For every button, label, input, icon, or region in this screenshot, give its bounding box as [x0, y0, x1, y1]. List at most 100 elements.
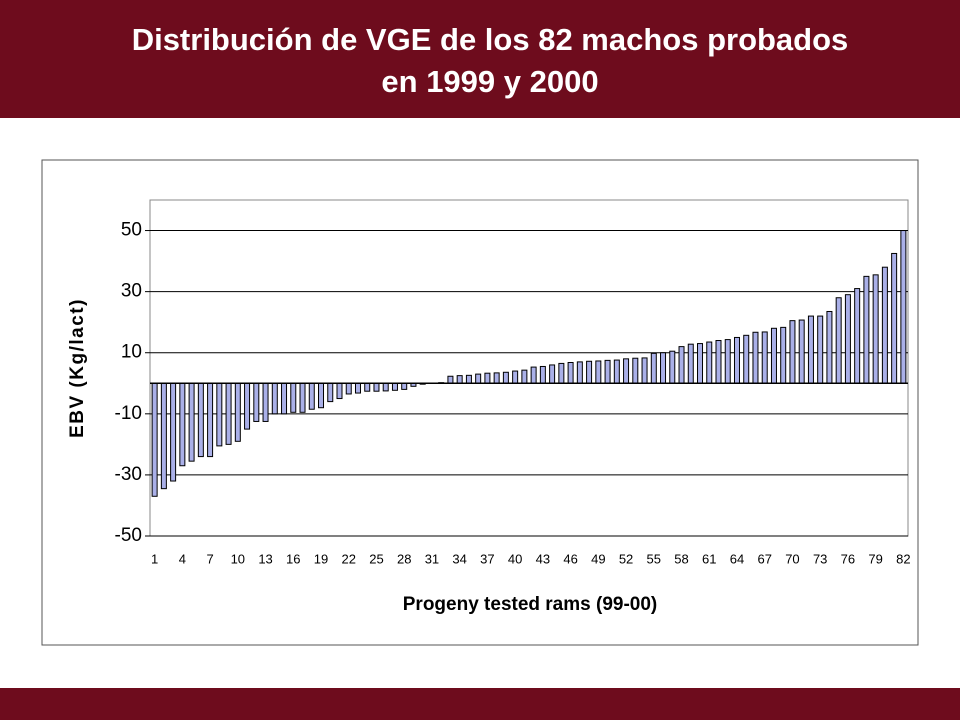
bar	[900, 230, 907, 384]
bar	[512, 370, 519, 384]
bar	[170, 382, 177, 482]
y-tick-label: -10	[115, 403, 142, 424]
bar	[595, 360, 602, 384]
bar	[151, 382, 158, 497]
bar	[844, 294, 851, 384]
bar	[817, 315, 824, 384]
x-tick-label: 55	[647, 551, 661, 566]
bar	[521, 369, 528, 384]
bar	[197, 382, 204, 458]
x-tick-label: 43	[536, 551, 550, 566]
bar	[493, 372, 500, 384]
bar	[715, 340, 722, 384]
x-tick-label: 28	[397, 551, 411, 566]
x-tick-label: 64	[730, 551, 744, 566]
x-axis-title: Progeny tested rams (99-00)	[403, 594, 658, 615]
x-tick-label: 16	[286, 551, 300, 566]
bar	[354, 382, 361, 394]
bar	[327, 382, 334, 403]
bar	[373, 382, 380, 392]
x-tick-label: 79	[868, 551, 882, 566]
bar	[336, 382, 343, 400]
bar	[854, 288, 861, 384]
bar	[558, 362, 565, 384]
bar	[743, 334, 750, 384]
bar	[807, 315, 814, 384]
x-tick-label: 4	[179, 551, 186, 566]
bar	[207, 382, 214, 458]
bar	[475, 373, 482, 384]
bar	[697, 343, 704, 384]
bar	[160, 382, 167, 490]
x-tick-label: 67	[757, 551, 771, 566]
x-tick-label: 31	[425, 551, 439, 566]
x-tick-label: 1	[151, 551, 158, 566]
x-tick-label: 76	[841, 551, 855, 566]
bar	[761, 331, 768, 384]
bar	[225, 382, 232, 445]
bar	[733, 336, 740, 384]
bar	[669, 350, 676, 384]
x-tick-label: 58	[674, 551, 688, 566]
bar	[678, 346, 685, 384]
bar	[484, 372, 491, 384]
x-tick-label: 25	[369, 551, 383, 566]
bar	[345, 382, 352, 395]
bar	[391, 382, 398, 391]
x-tick-label: 19	[314, 551, 328, 566]
x-tick-label: 22	[342, 551, 356, 566]
bar	[299, 382, 306, 413]
bar	[456, 375, 463, 384]
y-axis-title: EBV (Kg/lact)	[67, 298, 88, 438]
bar	[253, 382, 260, 422]
bar	[567, 362, 574, 384]
x-tick-label: 73	[813, 551, 827, 566]
x-tick-label: 7	[206, 551, 213, 566]
bar	[216, 382, 223, 447]
y-tick-label: -30	[115, 464, 142, 485]
bar	[290, 382, 297, 413]
bar	[826, 310, 833, 384]
bar	[271, 382, 278, 415]
bar	[465, 374, 472, 384]
y-tick-label: 10	[121, 342, 142, 363]
bar	[281, 382, 288, 415]
bar	[660, 352, 667, 384]
x-tick-label: 52	[619, 551, 633, 566]
bar	[706, 341, 713, 384]
bar	[632, 357, 639, 384]
bar	[262, 382, 269, 422]
x-tick-label: 40	[508, 551, 522, 566]
bar	[401, 382, 408, 390]
x-tick-label: 61	[702, 551, 716, 566]
y-tick-label: 30	[121, 281, 142, 302]
x-tick-label: 70	[785, 551, 799, 566]
bar	[188, 382, 195, 462]
bar	[244, 382, 251, 430]
bar	[641, 357, 648, 384]
x-tick-label: 10	[231, 551, 245, 566]
x-tick-label: 34	[452, 551, 466, 566]
bar	[318, 382, 325, 409]
bar	[789, 320, 796, 384]
bar	[835, 297, 842, 384]
bar	[447, 375, 454, 384]
bar	[724, 339, 731, 384]
bar	[576, 361, 583, 384]
bar	[752, 331, 759, 384]
bar	[798, 319, 805, 384]
x-tick-label: 46	[563, 551, 577, 566]
bar	[364, 382, 371, 392]
x-tick-label: 37	[480, 551, 494, 566]
y-tick-label: 50	[121, 220, 142, 241]
bar	[780, 326, 787, 384]
bar	[650, 352, 657, 384]
title-line: Distribución de VGE de los 82 machos pro…	[132, 22, 849, 57]
bar	[881, 266, 888, 384]
x-tick-label: 13	[258, 551, 272, 566]
footer-band	[0, 688, 960, 720]
bar	[623, 358, 630, 384]
bar	[308, 382, 315, 410]
bar	[502, 371, 509, 384]
